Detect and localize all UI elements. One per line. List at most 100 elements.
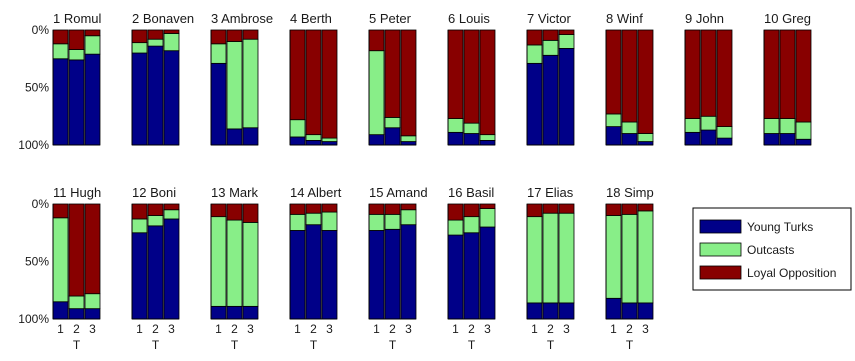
- x-tick-label: 1: [610, 322, 617, 336]
- panel: 9 John: [684, 11, 733, 146]
- bar-segment-young-turks: [147, 225, 164, 320]
- bar-segment-outcasts: [147, 215, 164, 227]
- bar-segment-young-turks: [463, 133, 480, 146]
- bar-segment-loyal-opposition: [68, 29, 85, 50]
- panel-title: 17 Elias: [527, 185, 574, 200]
- bar-segment-outcasts: [84, 35, 101, 55]
- bar-segment-outcasts: [289, 213, 306, 231]
- bar-segment-outcasts: [226, 41, 243, 130]
- bar-segment-loyal-opposition: [700, 29, 717, 117]
- bar-segment-outcasts: [479, 134, 496, 141]
- bar-segment-loyal-opposition: [242, 203, 259, 223]
- bar-segment-young-turks: [52, 301, 69, 320]
- bar-segment-outcasts: [289, 119, 306, 138]
- panel: 1 Romul 100% 50% 0%: [18, 11, 101, 152]
- x-tick-label: 2: [152, 322, 159, 336]
- x-tick-label: 2: [231, 322, 238, 336]
- panel: 13 Mark 1 2 3T: [210, 185, 259, 352]
- bar-segment-outcasts: [447, 118, 464, 133]
- bar-segment-outcasts: [542, 212, 559, 304]
- bar-segment-young-turks: [542, 54, 559, 146]
- y-tick-label: 0%: [32, 23, 50, 37]
- bar-segment-loyal-opposition: [84, 203, 101, 295]
- x-tick-label: 2: [468, 322, 475, 336]
- bar-segment-outcasts: [131, 42, 148, 54]
- bar-segment-young-turks: [321, 230, 338, 320]
- x-axis-label: T: [73, 338, 81, 352]
- bar-segment-young-turks: [289, 230, 306, 320]
- bar-segment-loyal-opposition: [526, 203, 543, 218]
- x-axis-label: T: [468, 338, 476, 352]
- bar-segment-loyal-opposition: [289, 29, 306, 121]
- bar-segment-loyal-opposition: [131, 29, 148, 44]
- bar-segment-outcasts: [68, 49, 85, 61]
- bar-segment-young-turks: [84, 308, 101, 320]
- panel-title: 11 Hugh: [53, 185, 101, 200]
- panel: 8 Winf: [605, 11, 654, 146]
- bar-segment-young-turks: [684, 131, 701, 146]
- y-tick-label: 0%: [32, 197, 50, 211]
- bar-segment-young-turks: [163, 50, 180, 146]
- bar-segment-outcasts: [400, 135, 417, 142]
- bar-segment-young-turks: [400, 224, 417, 320]
- bar-segment-young-turks: [210, 305, 227, 320]
- bar-segment-loyal-opposition: [226, 203, 243, 221]
- bar-segment-loyal-opposition: [242, 29, 259, 40]
- bar-segment-outcasts: [684, 118, 701, 133]
- panel: 12 Boni 1 2 3T: [131, 185, 180, 352]
- bar-segment-loyal-opposition: [479, 203, 496, 209]
- bar-segment-outcasts: [210, 43, 227, 64]
- bar-segment-loyal-opposition: [289, 203, 306, 215]
- x-axis-label: T: [389, 338, 397, 352]
- panel-title: 13 Mark: [211, 185, 258, 200]
- bar-segment-outcasts: [716, 126, 733, 139]
- bar-segment-outcasts: [147, 38, 164, 47]
- x-tick-label: 3: [247, 322, 254, 336]
- bar-segment-outcasts: [637, 133, 654, 142]
- x-tick-label: 1: [452, 322, 459, 336]
- bar-segment-loyal-opposition: [368, 29, 385, 52]
- bar-segment-young-turks: [400, 141, 417, 146]
- bar-segment-outcasts: [558, 212, 575, 304]
- x-tick-label: 3: [563, 322, 570, 336]
- y-tick-label: 100%: [18, 312, 49, 326]
- bar-segment-loyal-opposition: [716, 29, 733, 127]
- bar-segment-young-turks: [210, 62, 227, 146]
- bar-segment-young-turks: [305, 139, 322, 146]
- bar-segment-young-turks: [526, 302, 543, 320]
- panel-title: 1 Romul: [53, 11, 102, 26]
- bar-segment-loyal-opposition: [321, 29, 338, 139]
- legend-swatch: [699, 265, 742, 280]
- bar-segment-loyal-opposition: [684, 29, 701, 119]
- panel-title: 5 Peter: [369, 11, 412, 26]
- bar-segment-outcasts: [163, 209, 180, 220]
- panel: 14 Albert 1 2 3T: [289, 185, 342, 352]
- bar-segment-young-turks: [716, 137, 733, 146]
- panel: 5 Peter: [368, 11, 417, 146]
- x-axis-label: T: [547, 338, 555, 352]
- panel-title: 15 Amand: [369, 185, 428, 200]
- bar-segment-outcasts: [52, 43, 69, 60]
- bar-segment-young-turks: [479, 226, 496, 320]
- panel: 2 Bonaven: [131, 11, 194, 146]
- bar-segment-loyal-opposition: [447, 203, 464, 221]
- x-tick-label: 1: [373, 322, 380, 336]
- bar-segment-young-turks: [368, 134, 385, 146]
- x-tick-label: 3: [484, 322, 491, 336]
- bar-segment-loyal-opposition: [558, 29, 575, 35]
- legend-swatch: [699, 219, 742, 234]
- bar-segment-loyal-opposition: [400, 203, 417, 211]
- bar-segment-young-turks: [242, 305, 259, 320]
- x-tick-label: 3: [405, 322, 412, 336]
- panel: 6 Louis: [447, 11, 496, 146]
- bar-segment-young-turks: [763, 133, 780, 146]
- x-tick-label: 1: [136, 322, 143, 336]
- bar-segment-young-turks: [52, 58, 69, 146]
- x-axis-label: T: [310, 338, 318, 352]
- bar-segment-young-turks: [447, 131, 464, 146]
- bar-segment-young-turks: [637, 302, 654, 320]
- bar-segment-outcasts: [558, 34, 575, 49]
- x-tick-label: 1: [294, 322, 301, 336]
- bar-segment-outcasts: [210, 216, 227, 307]
- bar-segment-loyal-opposition: [637, 203, 654, 212]
